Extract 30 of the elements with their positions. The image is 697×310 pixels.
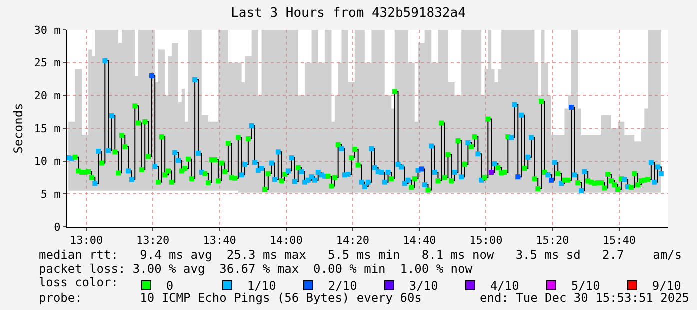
y-tick-label: 0: [54, 220, 61, 234]
y-tick-label: 30 m: [34, 24, 62, 37]
text: probe: 10 ICMP Echo Pings (56 Bytes) every 60s: [39, 291, 422, 305]
x-tick-label: 14:00: [270, 234, 303, 248]
y-tick-label: 20 m: [34, 90, 62, 103]
x-tick-label: 13:00: [70, 234, 104, 248]
text: packet loss: 3.00 % avg 36.67 % max 0.00 % min 1.00 % now: [39, 262, 474, 276]
x-tick-label: 14:20: [336, 234, 370, 248]
x-tick-label: 15:00: [470, 234, 503, 248]
x-tick-label: 15:40: [602, 234, 636, 248]
legend-label: 0: [166, 279, 174, 294]
x-tick-label: 13:20: [136, 234, 170, 248]
x-tick-label: 14:40: [403, 234, 436, 248]
chart-title: Last 3 Hours from 432b591832a4: [231, 6, 466, 21]
x-tick-label: 13:40: [203, 234, 236, 248]
text: median rtt: 9.4 ms avg 25.3 ms max 5.5 ms min 8.1 ms now 3.5 ms sd 2.7 am/s: [39, 248, 682, 262]
legend-label: 2/10: [328, 279, 358, 294]
legend-label: 9/10: [652, 279, 682, 294]
legend-label: 5/10: [571, 279, 600, 294]
legend-label: 4/10: [490, 279, 520, 294]
legend-label: 3/10: [409, 279, 438, 294]
legend-label: 1/10: [247, 279, 276, 294]
y-axis-title: Seconds: [12, 103, 26, 154]
text: end: Tue Dec 30 15:53:51 2025: [480, 291, 690, 305]
y-tick-label: 10 m: [34, 155, 62, 168]
x-tick-label: 15:20: [536, 234, 570, 248]
y-tick-label: 15 m: [34, 122, 62, 136]
legend-title: loss color:: [38, 276, 118, 290]
y-tick-label: 5 m: [40, 188, 62, 202]
y-tick-label: 25 m: [34, 56, 62, 70]
